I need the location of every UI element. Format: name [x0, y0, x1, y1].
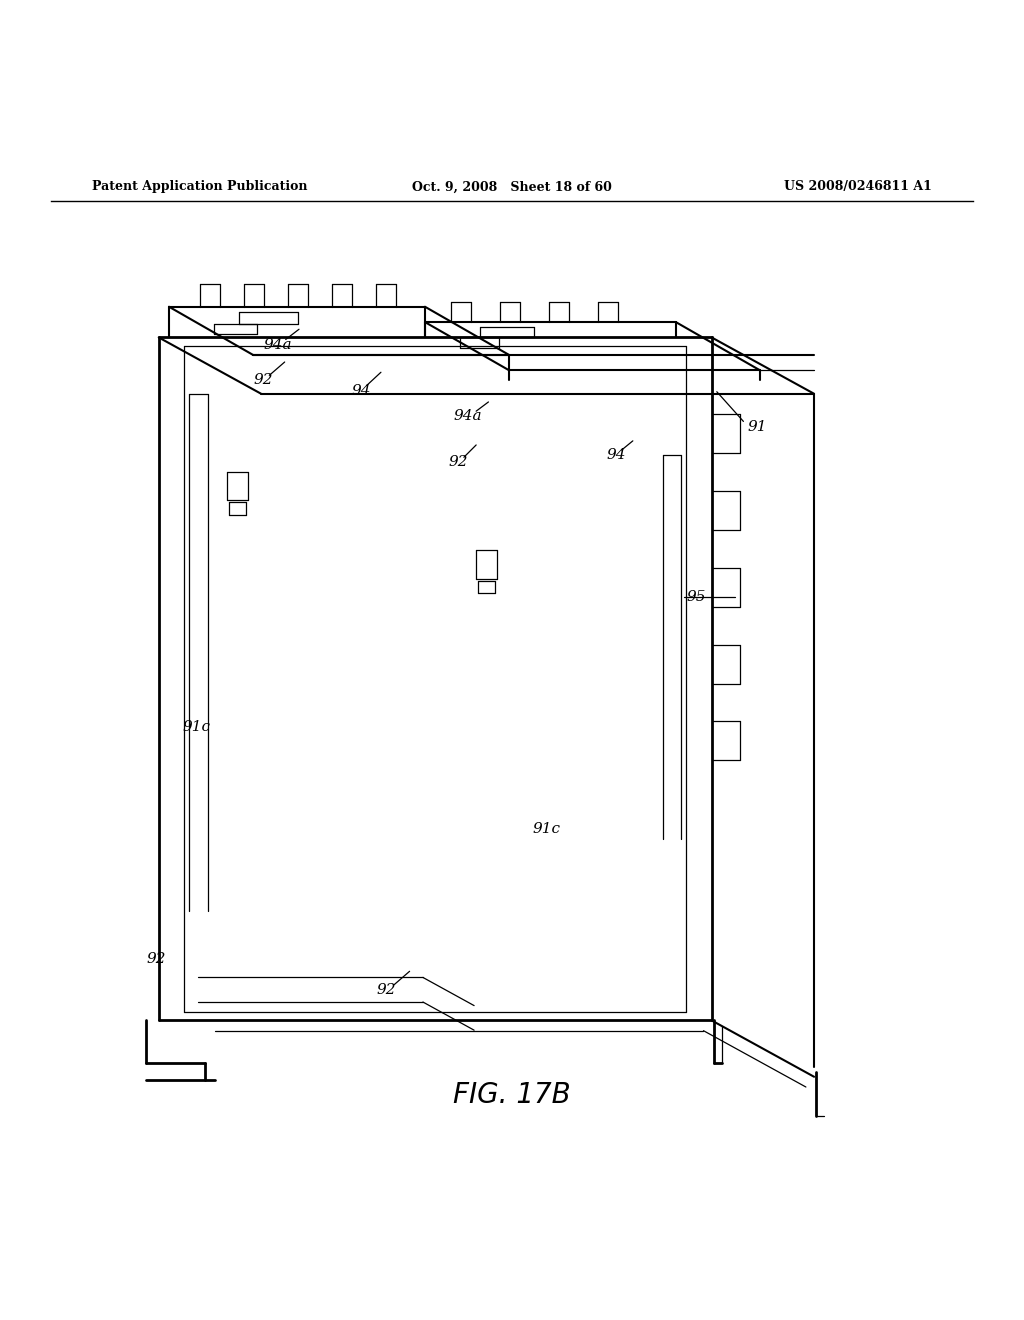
- Text: 94a: 94a: [454, 409, 482, 424]
- Text: FIG. 17B: FIG. 17B: [454, 1081, 570, 1109]
- Text: 92: 92: [146, 952, 166, 966]
- Text: 91c: 91c: [182, 719, 210, 734]
- Text: 94a: 94a: [263, 338, 292, 351]
- Text: Oct. 9, 2008   Sheet 18 of 60: Oct. 9, 2008 Sheet 18 of 60: [412, 181, 612, 194]
- Text: 95: 95: [686, 590, 706, 603]
- Text: Patent Application Publication: Patent Application Publication: [92, 181, 307, 194]
- Text: 94: 94: [351, 384, 371, 397]
- Text: 92: 92: [254, 374, 273, 388]
- Text: 91: 91: [748, 420, 767, 433]
- Text: 91c: 91c: [532, 822, 560, 836]
- Text: US 2008/0246811 A1: US 2008/0246811 A1: [784, 181, 932, 194]
- Text: 92: 92: [449, 455, 468, 470]
- Text: 92: 92: [377, 982, 396, 997]
- Text: 94: 94: [606, 449, 626, 462]
